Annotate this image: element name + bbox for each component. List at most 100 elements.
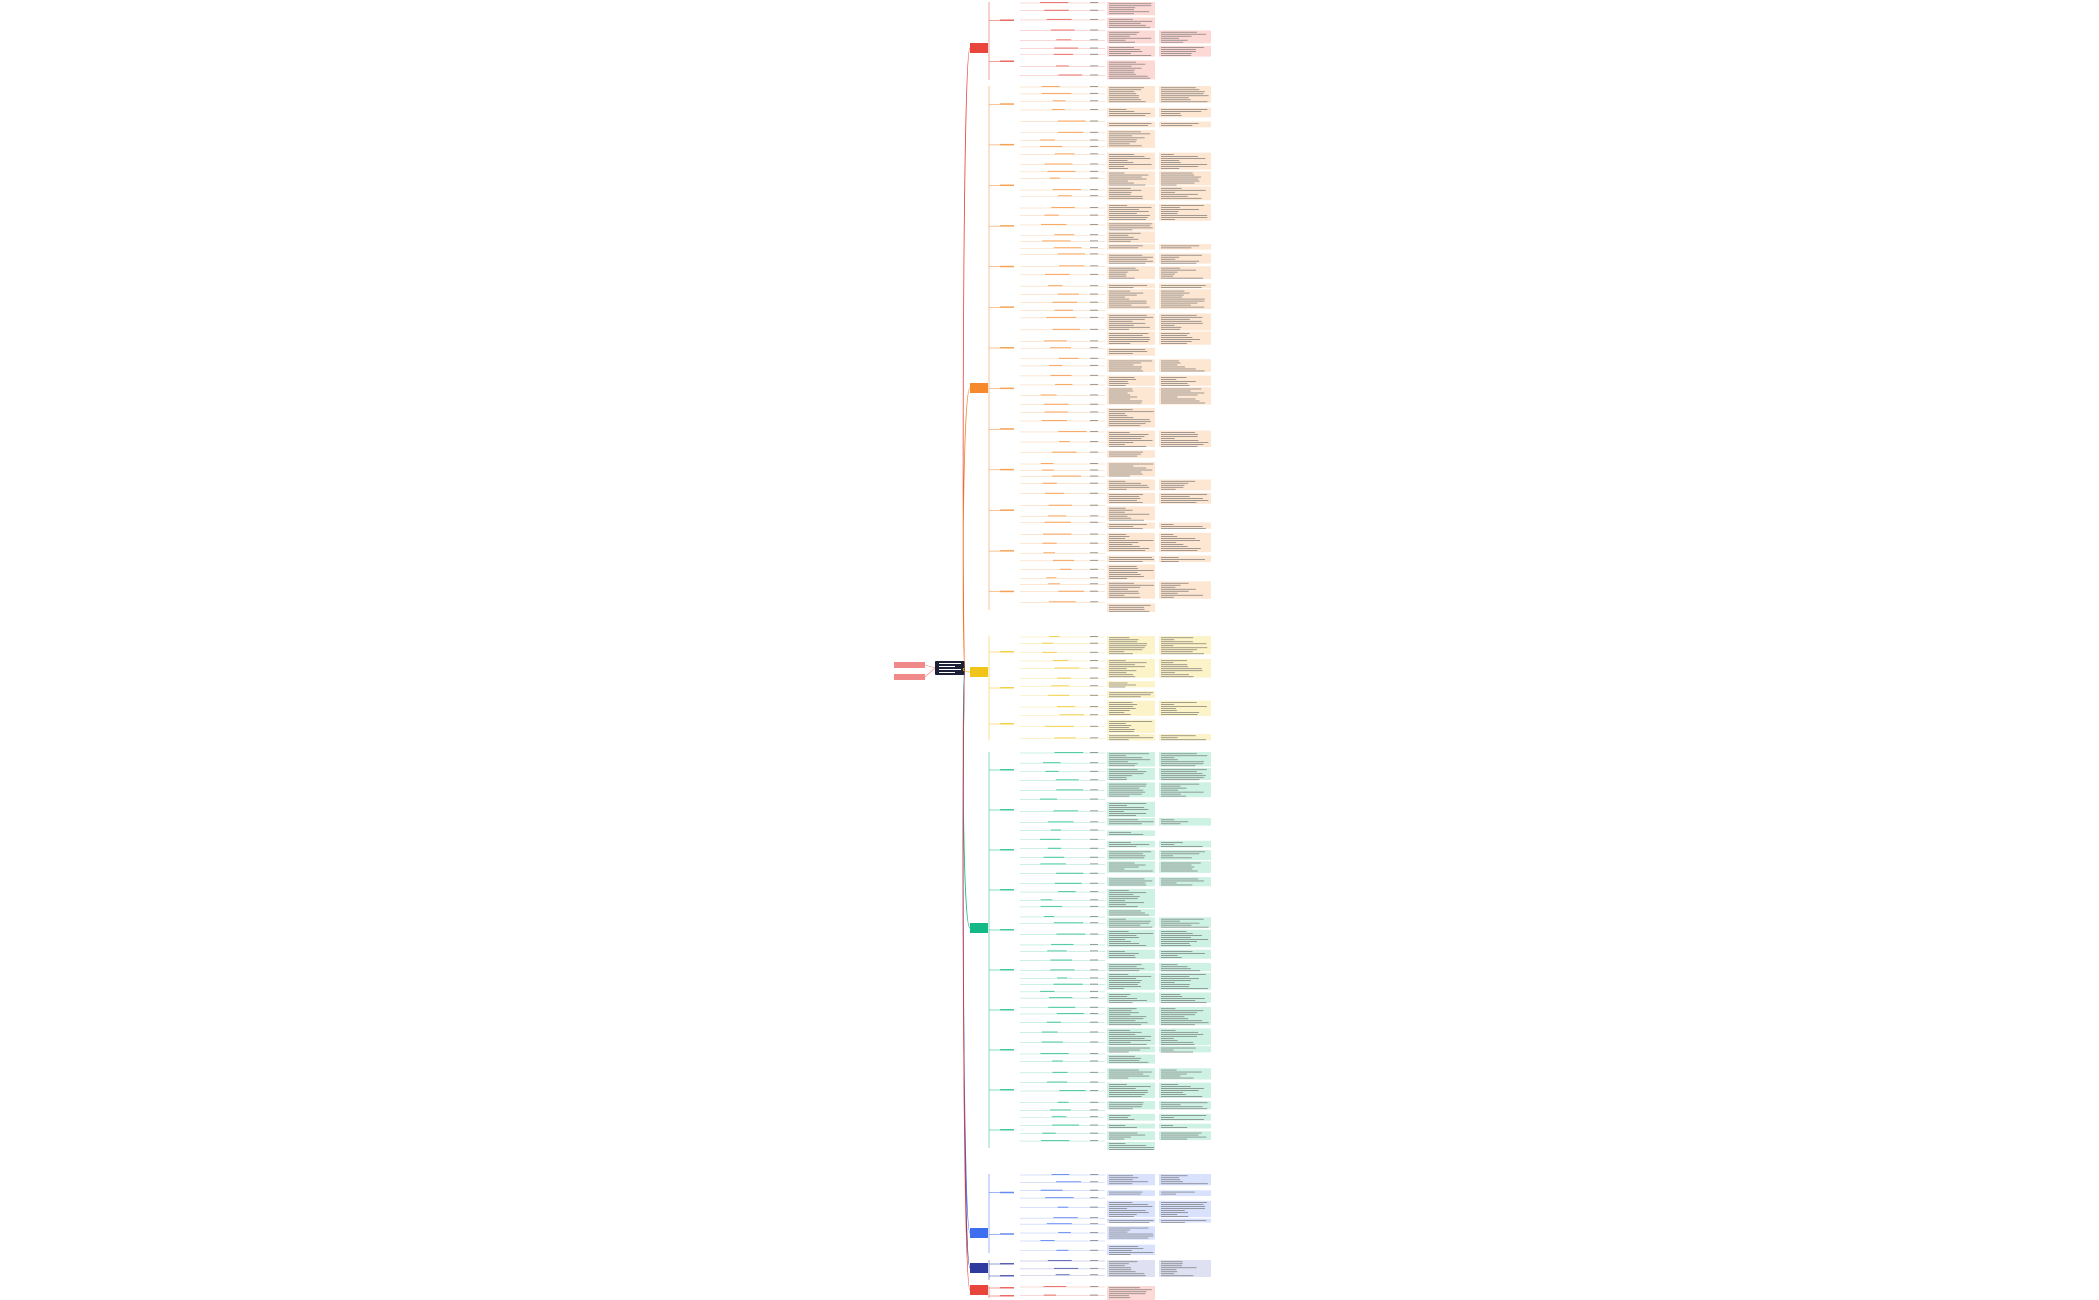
detail-text xyxy=(1109,1293,1146,1295)
leaf-label xyxy=(1046,577,1057,579)
leaf-label xyxy=(1054,737,1076,739)
detail-text xyxy=(1109,534,1127,535)
detail-text xyxy=(1109,189,1142,191)
note-text xyxy=(1161,370,1205,372)
note-text xyxy=(1161,195,1188,197)
note-text xyxy=(1161,538,1196,539)
level1-label xyxy=(1000,265,1014,268)
note-text xyxy=(1161,660,1188,662)
detail-text xyxy=(1109,292,1144,294)
detail-text xyxy=(1109,924,1141,926)
leaf-end xyxy=(1090,821,1098,823)
note-text xyxy=(1161,211,1179,212)
note-text xyxy=(1161,542,1177,543)
leaf-label xyxy=(1048,583,1061,585)
note-text xyxy=(1161,639,1175,641)
note-text xyxy=(1161,333,1190,334)
leaf-end xyxy=(1090,100,1098,102)
root-text-line xyxy=(939,669,961,670)
note-text xyxy=(1161,528,1206,529)
note-text xyxy=(1161,205,1204,206)
note-box xyxy=(1159,877,1211,887)
detail-text xyxy=(1109,277,1135,279)
note-text xyxy=(1161,559,1206,560)
detail-text xyxy=(1109,519,1144,521)
note-text xyxy=(1161,918,1204,920)
leaf-label xyxy=(1054,882,1082,884)
detail-text xyxy=(1109,945,1147,946)
note-text xyxy=(1161,870,1198,872)
detail-text xyxy=(1109,182,1134,184)
level1-label xyxy=(1000,687,1014,689)
root-text-line xyxy=(939,672,955,673)
detail-text xyxy=(1109,91,1135,93)
detail-text xyxy=(1109,737,1154,739)
detail-text xyxy=(1109,1073,1144,1075)
note-text xyxy=(1161,1084,1179,1085)
detail-text xyxy=(1109,432,1130,433)
detail-text xyxy=(1109,455,1138,457)
note-box xyxy=(1159,972,1211,990)
note-text xyxy=(1161,1039,1178,1041)
detail-text xyxy=(1109,548,1150,549)
detail-text xyxy=(1109,964,1142,966)
detail-text xyxy=(1109,592,1140,594)
detail-text xyxy=(1109,193,1131,195)
detail-text xyxy=(1109,97,1139,99)
note-box xyxy=(1159,522,1211,529)
detail-text xyxy=(1109,953,1139,954)
detail-text xyxy=(1109,318,1145,320)
note-box xyxy=(1159,1123,1211,1129)
detail-text xyxy=(1109,377,1135,378)
detail-text xyxy=(1109,511,1125,513)
leaf-label xyxy=(1040,990,1055,992)
detail-text xyxy=(1109,846,1137,847)
detail-box xyxy=(1107,917,1155,928)
branch-connector xyxy=(962,667,971,1291)
detail-text xyxy=(1109,486,1150,488)
note-text xyxy=(1161,442,1209,443)
detail-text xyxy=(1109,878,1145,880)
detail-text xyxy=(1109,471,1142,473)
detail-text xyxy=(1109,160,1128,161)
detail-text xyxy=(1109,933,1154,934)
note-text xyxy=(1161,320,1202,322)
note-text xyxy=(1161,1261,1183,1263)
leaf-label xyxy=(1047,847,1061,849)
leaf-end xyxy=(1090,1124,1098,1126)
note-text xyxy=(1161,1125,1174,1126)
note-text xyxy=(1161,184,1177,186)
note-text xyxy=(1161,1127,1188,1128)
detail-box xyxy=(1107,1123,1155,1129)
leaf-end xyxy=(1090,441,1098,443)
note-text xyxy=(1161,674,1189,676)
leaf-end xyxy=(1090,1267,1098,1269)
note-text xyxy=(1161,1073,1187,1075)
detail-text xyxy=(1109,362,1142,364)
detail-box xyxy=(1107,289,1155,310)
leaf-label xyxy=(1047,1081,1068,1083)
note-text xyxy=(1161,1221,1185,1223)
leaf-label xyxy=(1052,1060,1063,1062)
note-box xyxy=(1159,1200,1211,1218)
leaf-label xyxy=(1057,1206,1069,1208)
leaf-end xyxy=(1090,1041,1098,1043)
leaf-end xyxy=(1090,1249,1098,1251)
note-text xyxy=(1161,486,1184,488)
leaf-end xyxy=(1090,977,1098,979)
detail-text xyxy=(1109,1210,1146,1211)
detail-text xyxy=(1109,561,1143,562)
detail-text xyxy=(1109,775,1132,777)
detail-text xyxy=(1109,1059,1140,1061)
detail-box xyxy=(1107,681,1155,688)
note-text xyxy=(1161,484,1185,486)
detail-text xyxy=(1109,1179,1133,1181)
note-box xyxy=(1159,752,1211,767)
leaf-end xyxy=(1090,1101,1098,1103)
detail-text xyxy=(1109,984,1138,985)
detail-text xyxy=(1109,366,1143,368)
detail-text xyxy=(1109,1265,1125,1267)
leaf-label xyxy=(1048,504,1072,506)
leaf-end xyxy=(1090,1294,1098,1296)
